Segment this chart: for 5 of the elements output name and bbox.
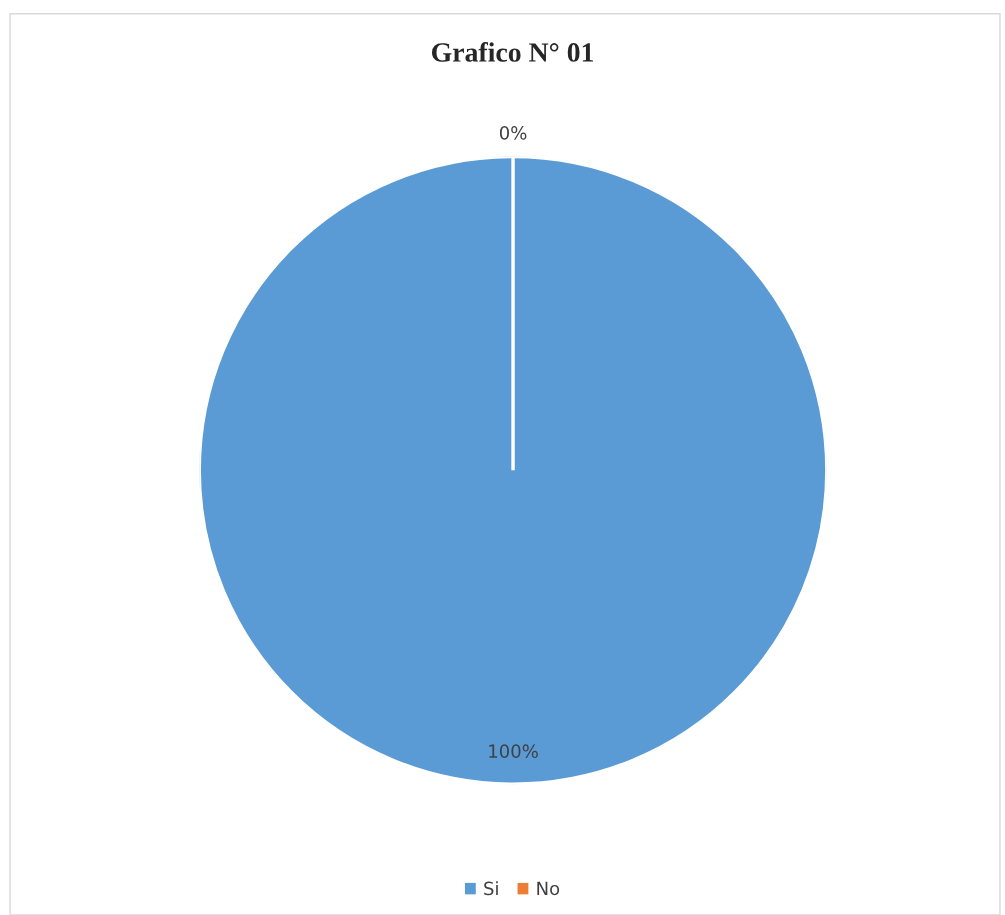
chart-title: Grafico N° 01 <box>431 42 594 62</box>
data-label: 100% <box>489 744 538 759</box>
text: 0% <box>499 126 527 140</box>
legend-label: No <box>537 881 560 896</box>
legend-label: Si <box>484 881 498 896</box>
